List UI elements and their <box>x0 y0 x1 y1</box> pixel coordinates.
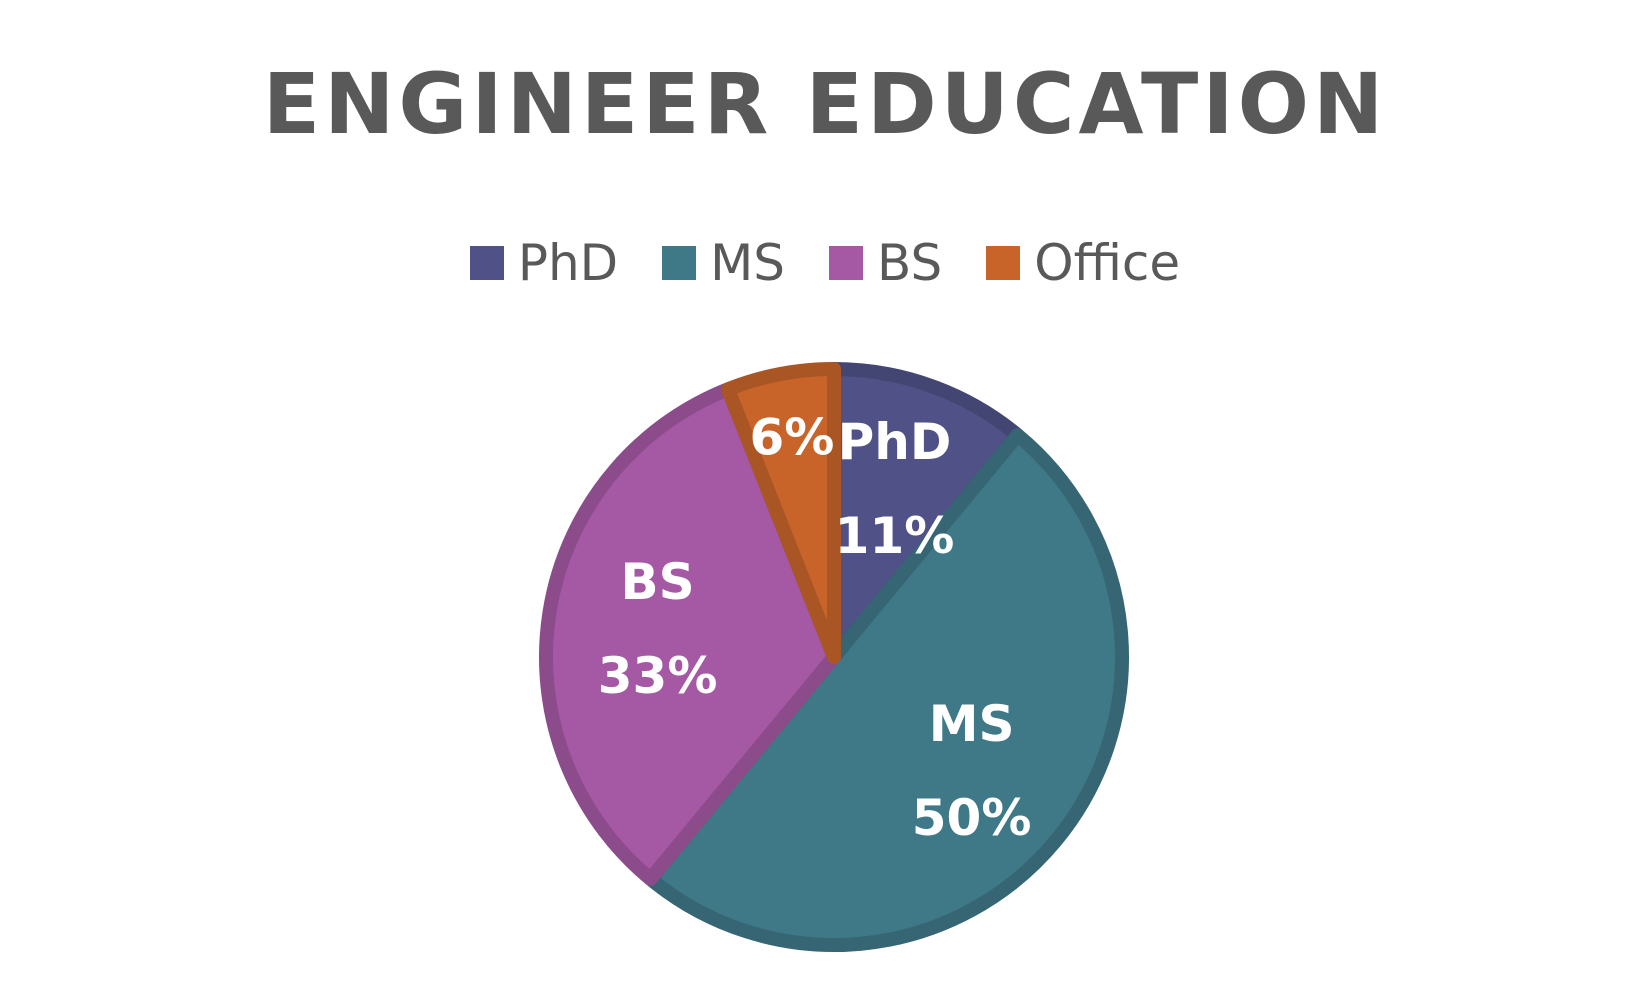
slice-value-label-office: 6% <box>749 408 834 466</box>
legend-label-office: Office <box>1034 234 1181 292</box>
legend-label-bs: BS <box>877 234 943 292</box>
legend-swatch-phd <box>469 246 504 280</box>
slice-name-label-bs: BS <box>621 553 695 611</box>
legend-swatch-ms <box>662 246 697 280</box>
slice-value-label-bs: 33% <box>598 647 718 705</box>
pie-slice-bs <box>539 382 841 886</box>
legend-swatch-office <box>986 246 1021 280</box>
pie-slice-office <box>720 362 841 664</box>
pie-slice-ms <box>643 428 1129 952</box>
slice-name-label-phd: PhD <box>838 413 952 471</box>
slice-value-label-ms: 50% <box>912 789 1032 847</box>
slice-name-label-ms: MS <box>929 695 1015 753</box>
legend-item-phd: PhD <box>469 234 619 292</box>
legend-item-office: Office <box>986 238 1180 288</box>
legend: PhD MS BS Office <box>0 238 1650 288</box>
slice-value-label-phd: 11% <box>835 507 955 565</box>
legend-item-ms: MS <box>662 238 785 288</box>
legend-label-phd: PhD <box>517 234 619 292</box>
legend-swatch-bs <box>829 246 864 280</box>
pie-slice-phd <box>827 362 1025 664</box>
legend-label-ms: MS <box>710 234 786 292</box>
chart-title: ENGINEER EDUCATION <box>262 55 1388 153</box>
legend-item-bs: BS <box>829 238 942 288</box>
